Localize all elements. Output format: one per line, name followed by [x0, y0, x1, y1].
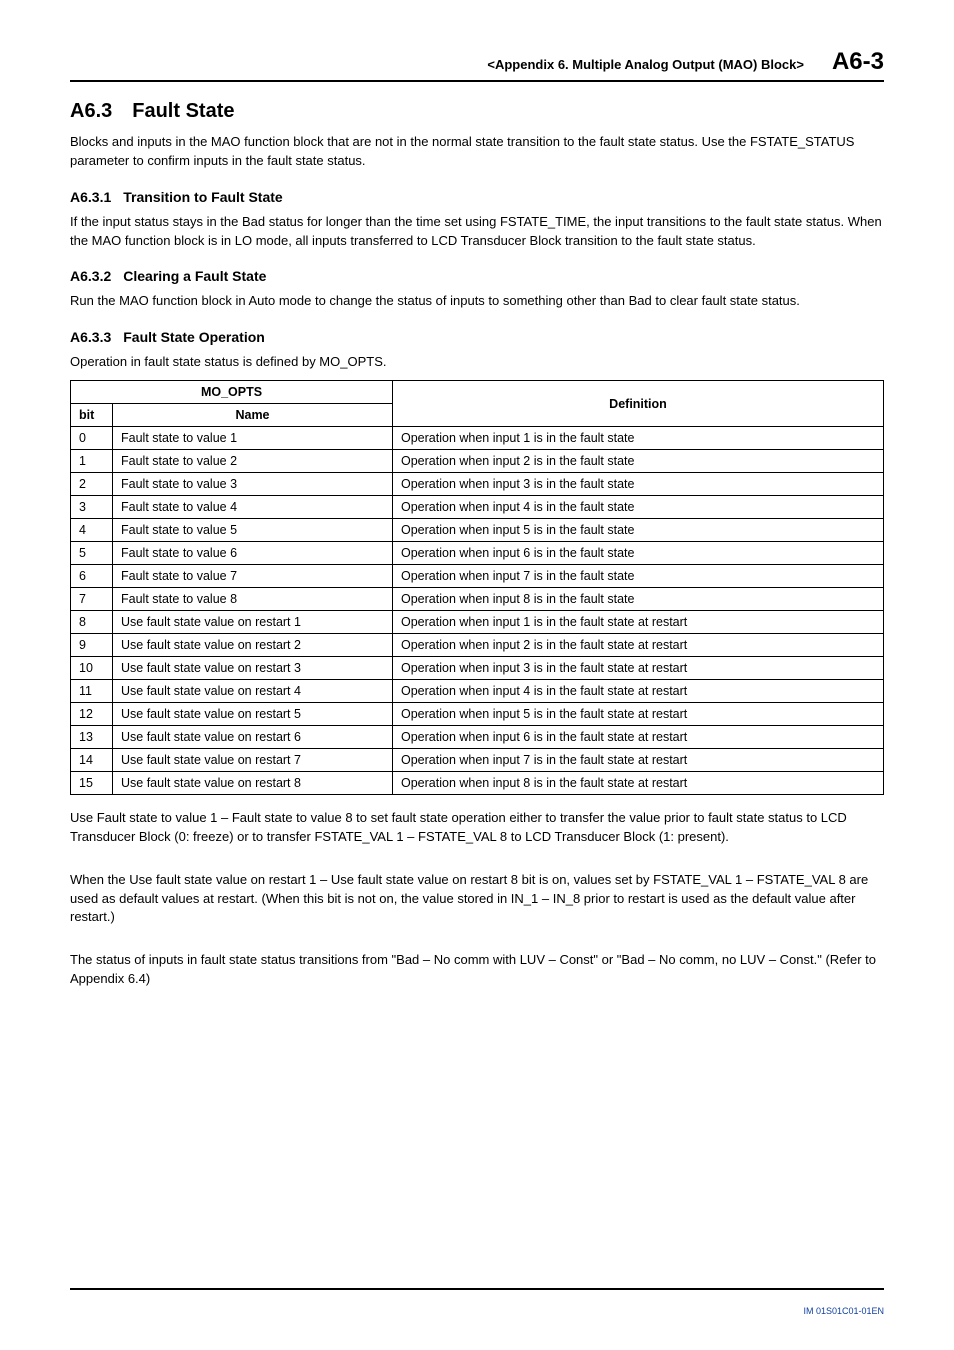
table-row: 11Use fault state value on restart 4Oper…: [71, 680, 884, 703]
subsection-heading-3: A6.3.3 Fault State Operation: [70, 329, 884, 345]
cell-bit: 9: [71, 634, 113, 657]
cell-definition: Operation when input 6 is in the fault s…: [393, 542, 884, 565]
cell-name: Use fault state value on restart 3: [113, 657, 393, 680]
cell-name: Use fault state value on restart 6: [113, 726, 393, 749]
table-row: 12Use fault state value on restart 5Oper…: [71, 703, 884, 726]
cell-name: Fault state to value 4: [113, 496, 393, 519]
table-row: 9Use fault state value on restart 2Opera…: [71, 634, 884, 657]
table-row: 7Fault state to value 8Operation when in…: [71, 588, 884, 611]
table-row: 2Fault state to value 3Operation when in…: [71, 473, 884, 496]
cell-name: Use fault state value on restart 7: [113, 749, 393, 772]
table-row: 13Use fault state value on restart 6Oper…: [71, 726, 884, 749]
footer-doc-code: IM 01S01C01-01EN: [803, 1306, 884, 1316]
cell-bit: 7: [71, 588, 113, 611]
cell-bit: 4: [71, 519, 113, 542]
cell-definition: Operation when input 1 is in the fault s…: [393, 611, 884, 634]
th-name: Name: [113, 404, 393, 427]
cell-name: Use fault state value on restart 4: [113, 680, 393, 703]
cell-bit: 13: [71, 726, 113, 749]
cell-definition: Operation when input 4 is in the fault s…: [393, 680, 884, 703]
cell-bit: 14: [71, 749, 113, 772]
cell-bit: 11: [71, 680, 113, 703]
subsection-1-number: A6.3.1: [70, 189, 111, 205]
th-mo-opts: MO_OPTS: [71, 381, 393, 404]
cell-definition: Operation when input 8 is in the fault s…: [393, 588, 884, 611]
cell-definition: Operation when input 6 is in the fault s…: [393, 726, 884, 749]
cell-definition: Operation when input 5 is in the fault s…: [393, 703, 884, 726]
cell-bit: 1: [71, 450, 113, 473]
cell-definition: Operation when input 2 is in the fault s…: [393, 634, 884, 657]
cell-name: Use fault state value on restart 2: [113, 634, 393, 657]
table-row: 10Use fault state value on restart 3Oper…: [71, 657, 884, 680]
footer-rule: [70, 1288, 884, 1290]
cell-definition: Operation when input 3 is in the fault s…: [393, 473, 884, 496]
subsection-3-number: A6.3.3: [70, 329, 111, 345]
cell-bit: 12: [71, 703, 113, 726]
cell-bit: 3: [71, 496, 113, 519]
cell-name: Fault state to value 1: [113, 427, 393, 450]
table-row: 15Use fault state value on restart 8Oper…: [71, 772, 884, 795]
page-header: <Appendix 6. Multiple Analog Output (MAO…: [70, 48, 884, 82]
subsection-3-intro: Operation in fault state status is defin…: [70, 353, 884, 372]
cell-name: Fault state to value 3: [113, 473, 393, 496]
subsection-1-text: If the input status stays in the Bad sta…: [70, 213, 884, 251]
cell-name: Fault state to value 8: [113, 588, 393, 611]
table-row: 6Fault state to value 7Operation when in…: [71, 565, 884, 588]
table-row: 4Fault state to value 5Operation when in…: [71, 519, 884, 542]
cell-name: Fault state to value 2: [113, 450, 393, 473]
section-intro: Blocks and inputs in the MAO function bl…: [70, 133, 884, 171]
note-paragraph-2: When the Use fault state value on restar…: [70, 871, 884, 928]
note-paragraph-1: Use Fault state to value 1 – Fault state…: [70, 809, 884, 847]
cell-bit: 2: [71, 473, 113, 496]
cell-definition: Operation when input 3 is in the fault s…: [393, 657, 884, 680]
section-number: A6.3: [70, 100, 112, 123]
table-row: 1Fault state to value 2Operation when in…: [71, 450, 884, 473]
cell-definition: Operation when input 2 is in the fault s…: [393, 450, 884, 473]
cell-name: Use fault state value on restart 1: [113, 611, 393, 634]
cell-bit: 10: [71, 657, 113, 680]
section-heading: A6.3 Fault State: [70, 100, 884, 123]
cell-name: Use fault state value on restart 8: [113, 772, 393, 795]
table-row: 5Fault state to value 6Operation when in…: [71, 542, 884, 565]
subsection-2-text: Run the MAO function block in Auto mode …: [70, 292, 884, 311]
mo-opts-table: MO_OPTS Definition bit Name 0Fault state…: [70, 380, 884, 795]
subsection-2-title: Clearing a Fault State: [123, 268, 266, 284]
cell-definition: Operation when input 5 is in the fault s…: [393, 519, 884, 542]
cell-definition: Operation when input 8 is in the fault s…: [393, 772, 884, 795]
cell-definition: Operation when input 7 is in the fault s…: [393, 565, 884, 588]
page-number: A6-3: [832, 48, 884, 76]
cell-bit: 0: [71, 427, 113, 450]
cell-definition: Operation when input 7 is in the fault s…: [393, 749, 884, 772]
cell-name: Fault state to value 5: [113, 519, 393, 542]
header-section-title: <Appendix 6. Multiple Analog Output (MAO…: [487, 57, 804, 72]
subsection-heading-2: A6.3.2 Clearing a Fault State: [70, 268, 884, 284]
table-row: 0Fault state to value 1Operation when in…: [71, 427, 884, 450]
cell-bit: 15: [71, 772, 113, 795]
table-row: 3Fault state to value 4Operation when in…: [71, 496, 884, 519]
table-row: 14Use fault state value on restart 7Oper…: [71, 749, 884, 772]
cell-name: Use fault state value on restart 5: [113, 703, 393, 726]
subsection-2-number: A6.3.2: [70, 268, 111, 284]
cell-definition: Operation when input 4 is in the fault s…: [393, 496, 884, 519]
cell-bit: 8: [71, 611, 113, 634]
subsection-heading-1: A6.3.1 Transition to Fault State: [70, 189, 884, 205]
subsection-1-title: Transition to Fault State: [123, 189, 282, 205]
cell-bit: 5: [71, 542, 113, 565]
subsection-3-title: Fault State Operation: [123, 329, 265, 345]
section-title: Fault State: [132, 100, 234, 123]
cell-name: Fault state to value 6: [113, 542, 393, 565]
table-row: 8Use fault state value on restart 1Opera…: [71, 611, 884, 634]
cell-name: Fault state to value 7: [113, 565, 393, 588]
th-definition: Definition: [393, 381, 884, 427]
cell-bit: 6: [71, 565, 113, 588]
cell-definition: Operation when input 1 is in the fault s…: [393, 427, 884, 450]
note-paragraph-3: The status of inputs in fault state stat…: [70, 951, 884, 989]
th-bit: bit: [71, 404, 113, 427]
